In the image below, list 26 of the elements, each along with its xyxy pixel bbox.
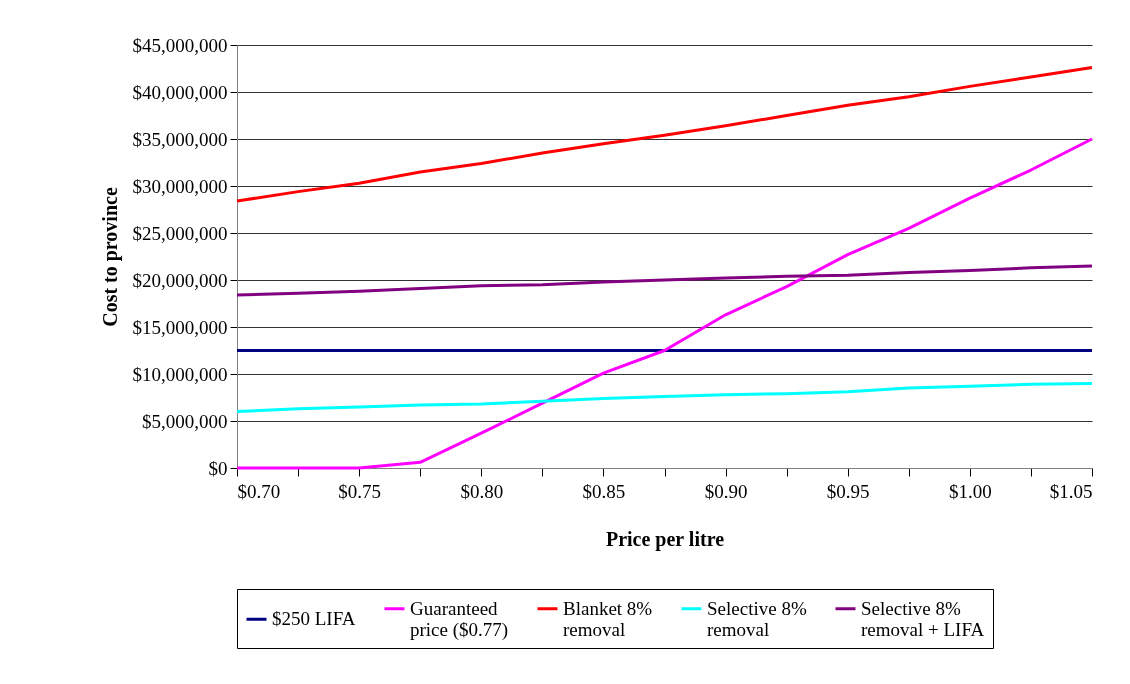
y-tick-label: $0 (208, 457, 228, 479)
y-tick-label: $35,000,000 (132, 128, 228, 150)
x-tick-label: $0.80 (460, 480, 504, 502)
y-tick-label: $20,000,000 (132, 269, 228, 291)
y-tick-label: $30,000,000 (132, 175, 228, 197)
legend-label: Blanket 8% removal (563, 597, 653, 640)
legend-label: Guaranteed price ($0.77) (410, 597, 509, 641)
y-tick-label: $45,000,000 (132, 34, 228, 56)
y-tick-label: $40,000,000 (132, 81, 228, 103)
y-tick-label: $15,000,000 (132, 316, 228, 338)
x-axis-title: Price per litre (605, 527, 725, 551)
x-tick-label: $0.90 (704, 480, 748, 502)
y-tick-label: $25,000,000 (132, 222, 228, 244)
x-tick-label: $0.95 (826, 480, 870, 502)
legend-label: Selective 8% removal (707, 597, 807, 640)
x-tick-label: $1.00 (948, 480, 992, 502)
y-tick-label: $10,000,000 (132, 363, 228, 385)
y-axis-title: Cost to province (98, 187, 122, 327)
x-tick-label: $0.70 (237, 480, 281, 502)
x-tick-label: $1.05 (1049, 480, 1093, 502)
y-tick-label: $5,000,000 (142, 410, 228, 432)
x-tick-label: $0.85 (582, 480, 626, 502)
legend-label: $250 LIFA (272, 608, 356, 630)
x-tick-label: $0.75 (338, 480, 382, 502)
line-series (235, 381, 1094, 414)
legend-label: Selective 8% removal + LIFA (861, 597, 985, 640)
